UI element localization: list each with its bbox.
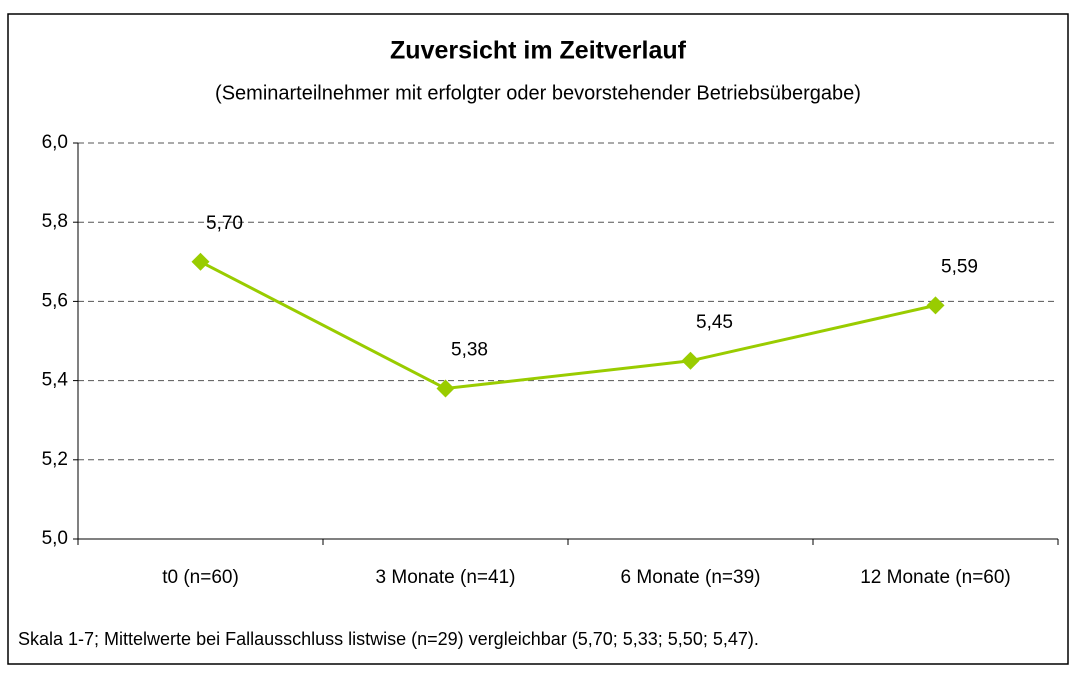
data-point [436,379,455,398]
data-point [191,252,210,271]
x-tick-label: 12 Monate (n=60) [860,567,1011,588]
x-tick-label: t0 (n=60) [162,567,239,588]
y-tick-label: 6,0 [42,132,68,153]
x-tick-label: 6 Monate (n=39) [621,567,761,588]
frame [7,13,1069,665]
y-tick-label: 5,6 [42,290,68,311]
data-point [926,296,945,315]
footnote: Skala 1-7; Mittelwerte bei Fallausschlus… [18,629,759,649]
series-line [199,260,936,391]
y-tick-label: 5,8 [42,211,68,232]
y-tick-label: 5,4 [42,370,69,391]
y-tick-label: 5,2 [42,449,68,470]
x-tick-label: 3 Monate (n=41) [376,567,516,588]
data-point [681,351,700,370]
chart-title: Zuversicht im Zeitverlauf [390,37,687,65]
chart-subtitle: (Seminarteilnehmer mit erfolgter oder be… [215,82,861,104]
y-tick-label: 5,0 [42,528,68,549]
data-label: 5,45 [696,312,733,333]
data-label: 5,59 [941,256,978,277]
data-label: 5,38 [451,340,488,361]
data-label: 5,70 [206,213,243,234]
